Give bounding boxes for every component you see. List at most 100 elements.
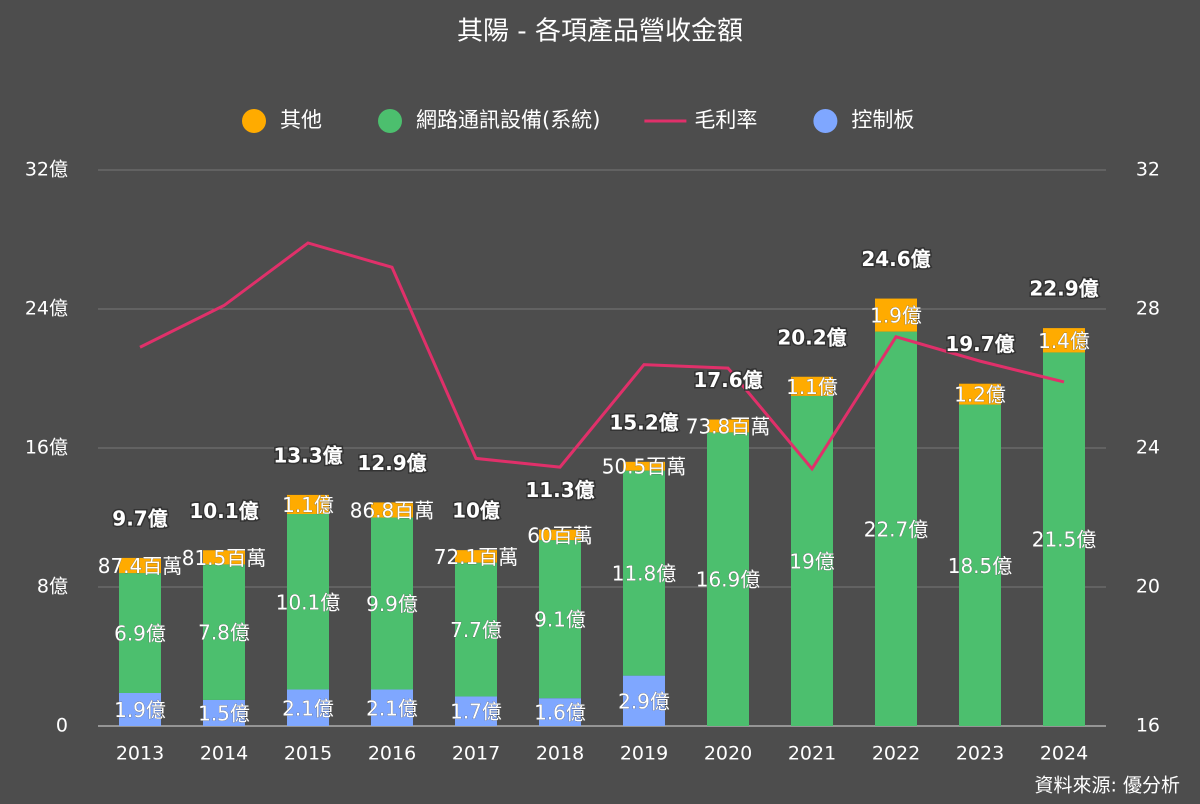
value-label: 1.5億 — [198, 701, 250, 725]
bar — [539, 698, 581, 726]
bar — [875, 298, 917, 332]
value-label: 19億 — [789, 549, 834, 573]
total-label: 10億 — [452, 499, 500, 523]
y2-tick-label: 20 — [1136, 576, 1160, 598]
y-tick-label: 24億 — [25, 298, 68, 320]
bar — [371, 502, 413, 518]
legend-label: 控制板 — [851, 108, 914, 132]
value-label: 21.5億 — [1032, 528, 1097, 552]
x-tick-label: 2024 — [1040, 743, 1088, 765]
x-tick-label: 2017 — [452, 743, 500, 765]
total-label: 10.1億 — [189, 499, 258, 523]
x-tick-label: 2015 — [284, 743, 332, 765]
value-label: 2.9億 — [618, 689, 670, 713]
total-label: 12.9億 — [357, 451, 426, 475]
bar — [959, 383, 1001, 405]
bar — [287, 494, 329, 515]
total-label: 15.2億 — [609, 410, 678, 434]
bar — [203, 550, 245, 565]
y2-tick-label: 28 — [1136, 298, 1160, 320]
value-label: 1.1億 — [786, 375, 838, 399]
chart-title: 其陽 - 各項產品營收金額 — [457, 17, 743, 47]
x-tick-label: 2020 — [704, 743, 752, 765]
legend-label: 毛利率 — [694, 108, 757, 132]
y2-tick-label: 16 — [1136, 715, 1160, 737]
x-tick-label: 2022 — [872, 743, 920, 765]
bar — [707, 432, 749, 726]
legend-label: 網路通訊設備(系統) — [416, 108, 600, 132]
legend-swatch — [242, 109, 266, 133]
value-label: 81.5百萬 — [182, 546, 267, 570]
y-tick-label: 8億 — [37, 576, 68, 598]
x-tick-label: 2013 — [116, 743, 164, 765]
value-label: 2.1億 — [366, 696, 418, 720]
x-tick-label: 2016 — [368, 743, 416, 765]
value-label: 72.1百萬 — [434, 545, 519, 569]
total-label: 19.7億 — [945, 332, 1014, 356]
total-label: 13.3億 — [273, 443, 342, 467]
value-label: 9.1億 — [534, 608, 586, 632]
value-label: 10.1億 — [276, 590, 341, 614]
bar — [623, 675, 665, 726]
x-tick-label: 2018 — [536, 743, 584, 765]
value-label: 50.5百萬 — [602, 455, 687, 479]
bar — [875, 331, 917, 726]
bar — [203, 699, 245, 726]
value-label: 1.1億 — [282, 493, 334, 517]
legend-swatch — [813, 109, 838, 133]
value-label: 1.9億 — [870, 304, 922, 328]
value-label: 22.7億 — [864, 517, 929, 541]
line — [139, 241, 1065, 472]
y2-tick-label: 32 — [1136, 159, 1160, 181]
bar — [455, 696, 497, 726]
value-label: 7.7億 — [450, 618, 502, 642]
x-tick-label: 2019 — [620, 743, 668, 765]
bar — [707, 419, 749, 433]
value-label: 1.6億 — [534, 701, 586, 725]
bar — [1043, 352, 1085, 726]
bar — [455, 550, 497, 563]
bar — [623, 461, 665, 471]
value-label: 18.5億 — [948, 554, 1013, 578]
value-label: 11.8億 — [612, 562, 677, 586]
bar — [371, 689, 413, 726]
bar — [203, 564, 245, 700]
value-label: 60百萬 — [527, 523, 592, 547]
y-tick-label: 0 — [56, 715, 68, 737]
value-label: 1.4億 — [1038, 329, 1090, 353]
bar — [1043, 328, 1085, 353]
bar — [623, 470, 665, 676]
total-label: 9.7億 — [112, 506, 167, 530]
total-label: 17.6億 — [693, 368, 762, 392]
source: 資料來源: 優分析 — [1035, 775, 1180, 797]
value-label: 7.8億 — [198, 621, 250, 645]
legend-swatch — [378, 109, 402, 133]
value-label: 87.4百萬 — [98, 554, 183, 578]
x-tick-label: 2023 — [956, 743, 1004, 765]
value-label: 86.8百萬 — [350, 498, 435, 522]
total-label: 24.6億 — [861, 247, 930, 271]
bar — [287, 689, 329, 726]
value-label: 1.7億 — [450, 700, 502, 724]
bar — [119, 557, 161, 574]
total-label: 20.2億 — [777, 325, 846, 349]
bar — [959, 404, 1001, 726]
y-tick-label: 16億 — [25, 437, 68, 459]
value-label: 6.9億 — [114, 622, 166, 646]
bar — [455, 562, 497, 697]
value-label: 73.8百萬 — [686, 414, 771, 438]
x-tick-label: 2014 — [200, 743, 248, 765]
x-tick-label: 2021 — [788, 743, 836, 765]
total-label: 22.9億 — [1029, 277, 1098, 301]
bar — [119, 573, 161, 693]
value-label: 9.9億 — [366, 592, 418, 616]
bar — [791, 376, 833, 396]
bar — [119, 692, 161, 726]
y-tick-label: 32億 — [25, 159, 68, 181]
value-label: 1.9億 — [114, 698, 166, 722]
bar — [539, 529, 581, 541]
bar — [539, 540, 581, 699]
legend-label: 其他 — [280, 108, 322, 132]
y2-tick-label: 24 — [1136, 437, 1160, 459]
